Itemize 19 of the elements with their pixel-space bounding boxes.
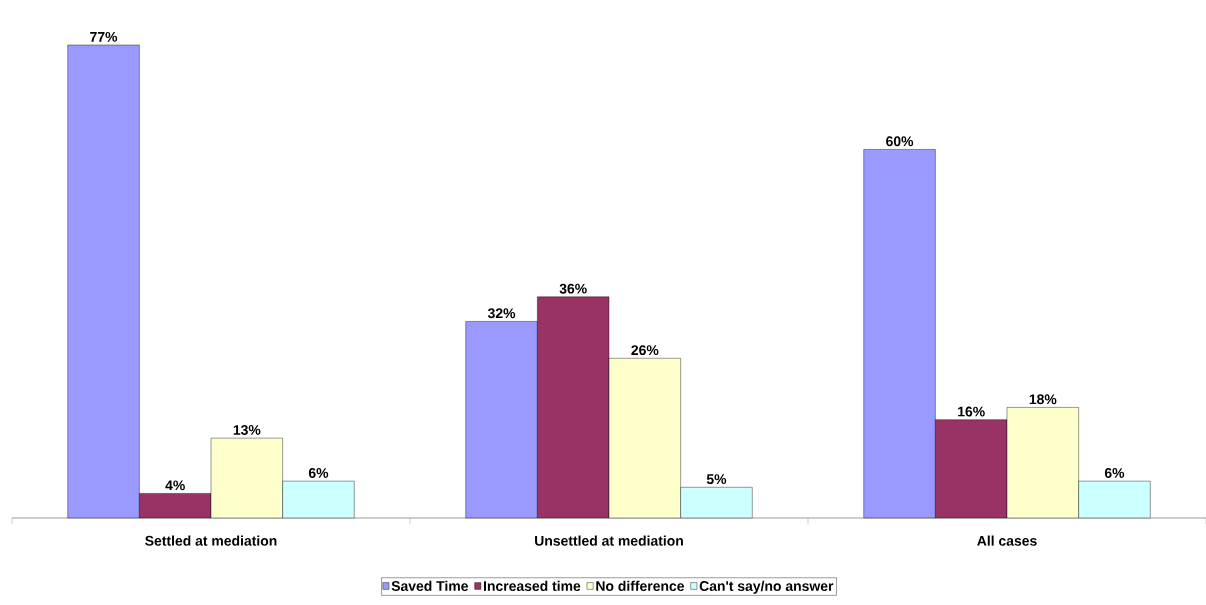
legend-label: Can't say/no answer: [699, 580, 834, 594]
data-label: 26%: [631, 345, 659, 356]
data-label: 5%: [706, 474, 727, 485]
data-label: 6%: [1104, 468, 1125, 478]
data-label: 6%: [308, 468, 329, 478]
legend-label: Saved Time: [391, 580, 468, 591]
legend-label: Increased time: [484, 580, 581, 591]
x-tick-label: Unsettled at mediation: [535, 535, 683, 546]
data-label: 4%: [165, 480, 185, 491]
legend-label: No difference: [596, 580, 685, 591]
data-label: 36%: [559, 283, 587, 294]
data-label: 16%: [958, 406, 985, 417]
x-tick-label: Settled at mediation: [145, 535, 277, 546]
data-label: 77%: [90, 31, 118, 42]
x-tick-label: All cases: [977, 535, 1037, 546]
data-label: 60%: [886, 136, 914, 147]
data-label: 18%: [1029, 394, 1057, 405]
data-label: 32%: [487, 308, 516, 319]
data-label: 13%: [233, 425, 261, 435]
